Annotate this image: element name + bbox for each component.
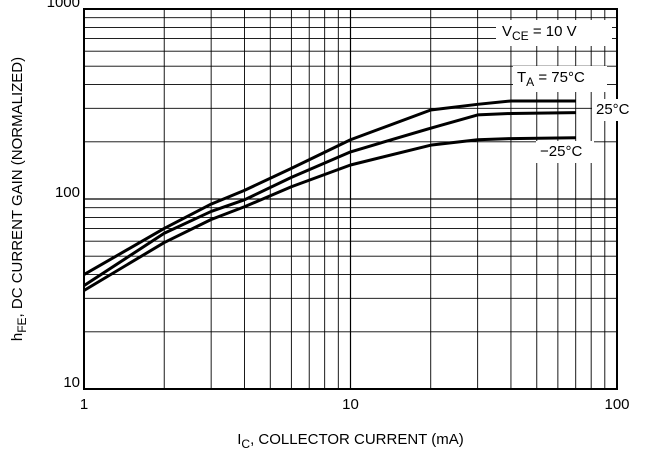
plot-frame	[83, 8, 618, 390]
annotation-main: V	[502, 23, 512, 40]
x-tick-label: 1	[80, 396, 88, 413]
y-tick-label: 1000	[47, 0, 80, 11]
legend-bg	[513, 66, 607, 92]
x-axis-label-main: I	[237, 431, 241, 448]
y-axis-label-main: h	[9, 333, 26, 341]
series-line	[83, 99, 576, 276]
y-axis-label-rest: , DC CURRENT GAIN (NORMALIZED)	[9, 57, 26, 318]
legend-label-main: T	[517, 69, 526, 86]
legend-label-rest: = 75°C	[534, 69, 585, 86]
x-axis-label-rest: , COLLECTOR CURRENT (mA)	[250, 431, 464, 448]
y-axis-label: hFE, DC CURRENT GAIN (NORMALIZED)	[9, 57, 29, 341]
legend-bg	[592, 99, 642, 121]
series-line	[83, 111, 576, 287]
y-axis-label-sub: FE	[15, 317, 29, 332]
legend-label: 25°C	[596, 101, 630, 118]
legend-label: TA = 75°C	[517, 69, 585, 89]
y-tick-label: 10	[63, 374, 80, 391]
annotation-sub: CE	[512, 29, 529, 43]
x-axis-label: IC, COLLECTOR CURRENT (mA)	[237, 431, 463, 451]
annotation-bg	[496, 20, 612, 46]
y-tick-label: 100	[55, 184, 80, 201]
legend-label-sub: A	[526, 75, 534, 89]
annotation-rest: = 10 V	[529, 23, 577, 40]
x-tick-label: 100	[604, 396, 629, 413]
series-line	[83, 136, 576, 292]
legend-bg	[536, 141, 594, 163]
x-tick-label: 10	[342, 396, 359, 413]
x-axis-label-sub: C	[241, 437, 250, 451]
legend-label: −25°C	[540, 143, 582, 160]
annotation: VCE = 10 V	[502, 23, 577, 43]
